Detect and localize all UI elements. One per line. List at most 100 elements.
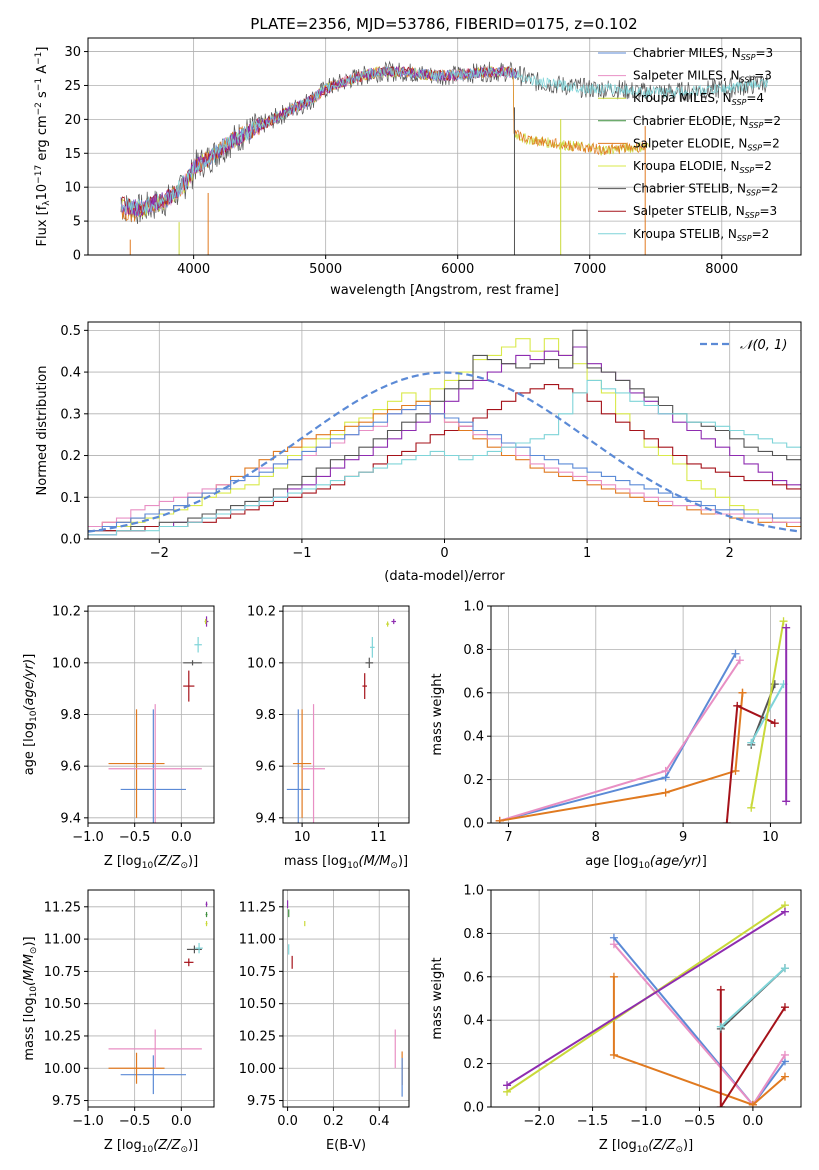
y-tick-label: 9.4 (255, 811, 276, 826)
weight-line-salpeter_miles (499, 659, 741, 822)
y-tick-label: 10.2 (52, 605, 81, 620)
error-point (204, 618, 207, 625)
normal-curve (88, 371, 801, 533)
y-tick-label: 10.75 (44, 965, 81, 980)
y-tick-label: 9.6 (255, 760, 276, 775)
error-point (183, 660, 202, 666)
error-point (184, 958, 194, 967)
weight-marker (495, 816, 504, 823)
y-tick-label: 10.50 (239, 997, 276, 1012)
x-axis-label: Z [log10(Z/Z⊙)] (104, 854, 198, 871)
y-tick-label: 10.0 (52, 656, 81, 671)
weight-marker (503, 1081, 512, 1090)
x-axis-label: Z [log10(Z/Z⊙)] (599, 1138, 693, 1155)
mass_vs_ebv-panel: 0.0 0.2 0.4 9.75 10.00 10.25 10.50 10.75 11.00 11… (239, 889, 410, 1153)
y-tick-label: 10.00 (239, 1062, 276, 1077)
y-tick-label: 1.0 (463, 884, 484, 899)
error-point (108, 704, 202, 823)
error-point (302, 704, 325, 823)
weight-marker (716, 1103, 725, 1107)
weight-marker (747, 738, 756, 747)
spectrum-legend: Chabrier MILES, NSSP=3 Salpeter MILES, NS… (598, 46, 781, 243)
weight-marker (735, 656, 744, 665)
error-point (120, 709, 186, 823)
x-axis-label: wavelength [Angstrom, rest frame] (330, 283, 559, 298)
legend-label: Salpeter STELIB, NSSP=3 (633, 204, 777, 220)
y-tick-label: 0.5 (60, 324, 81, 339)
x-tick-label: 0.2 (323, 1114, 344, 1129)
x-tick-label: −0.5 (684, 1114, 716, 1129)
weight-marker (780, 964, 789, 973)
y-tick-label: 20 (64, 113, 81, 128)
x-axis-label: Z [log10(Z/Z⊙)] (104, 1138, 198, 1155)
axes-frame (87, 889, 215, 1108)
x-axis-label: mass [log10(M/M⊙)] (284, 854, 408, 871)
weight-marker (731, 649, 740, 658)
y-tick-label: 0.6 (463, 970, 484, 985)
x-tick-label: 0.0 (171, 830, 192, 845)
x-tick-label: 7 (504, 830, 512, 845)
weight-marker (716, 1022, 725, 1031)
x-tick-label: 0.0 (743, 1114, 764, 1129)
error-point (362, 673, 367, 699)
y-axis-label: Flux [fλ10−17 erg cm−2 s−1 A−1] (34, 47, 52, 247)
x-tick-label: 0.0 (277, 1114, 298, 1129)
axes-frame (87, 37, 802, 256)
weight-marker (748, 1100, 757, 1107)
y-tick-label: 15 (64, 147, 81, 162)
x-tick-label: −1 (292, 546, 311, 561)
x-tick-label: 2 (726, 546, 734, 561)
y-tick-label: 5 (73, 215, 81, 230)
y-tick-label: 0.8 (463, 927, 484, 942)
weight-marker (716, 985, 725, 994)
x-axis-label: age [log10(age/yr)] (585, 854, 707, 871)
y-tick-label: 9.75 (247, 1094, 276, 1109)
age_vs_mass-plot-area (286, 618, 397, 823)
weight-marker (609, 972, 618, 981)
error-point (108, 1029, 202, 1069)
y-tick-label: 25 (64, 79, 81, 94)
error-point (286, 709, 310, 823)
y-tick-label: 1.0 (463, 600, 484, 615)
legend-label: Kroupa ELODIE, NSSP=2 (633, 159, 772, 175)
legend-label: Kroupa MILES, NSSP=4 (633, 91, 764, 107)
x-tick-label: −1.0 (630, 1114, 662, 1129)
x-tick-label: 11 (370, 830, 387, 845)
x-tick-label: 8 (592, 830, 600, 845)
y-axis-label: Normed distribution (35, 366, 50, 496)
y-tick-label: 9.8 (60, 708, 81, 723)
x-tick-label: −1.0 (72, 1114, 104, 1129)
y-axis-label: mass weight (430, 957, 445, 1039)
error-point (365, 657, 374, 668)
y-tick-label: 0.4 (60, 366, 81, 381)
y-tick-label: 0.2 (60, 449, 81, 464)
x-tick-label: −1.0 (72, 830, 104, 845)
error-point (292, 709, 312, 818)
y-tick-label: 9.6 (60, 760, 81, 775)
weight_vs_z-plot-area (503, 901, 789, 1107)
y-tick-label: 0 (73, 249, 81, 264)
weight-line-kroupa_stelib (720, 967, 786, 1028)
weight_vs_age-panel: 7 8 9 10 0.0 0.2 0.4 0.6 0.8 1.0 age [log10(age/yr… (430, 600, 802, 871)
y-tick-label: 9.8 (255, 708, 276, 723)
x-tick-label: 9 (679, 830, 687, 845)
error-point (386, 621, 390, 627)
legend-label: Salpeter ELODIE, NSSP=2 (633, 136, 780, 152)
x-axis-label: E(B-V) (326, 1138, 366, 1153)
y-tick-label: 0.1 (60, 491, 81, 506)
weight-line-purple (506, 910, 786, 1087)
weight-marker (731, 766, 740, 775)
error-point (108, 709, 165, 818)
axes-frame (282, 889, 410, 1108)
histogram-chabrier_miles (88, 404, 801, 532)
y-tick-label: 0.8 (463, 643, 484, 658)
x-tick-label: −2 (150, 546, 169, 561)
y-axis-label: mass [log10(M/M⊙)] (22, 936, 39, 1060)
y-tick-label: 9.4 (60, 811, 81, 826)
weight-marker (770, 719, 779, 728)
histogram-kroupa_stelib (88, 379, 801, 536)
y-tick-label: 10.2 (247, 605, 276, 620)
legend-label: Chabrier ELODIE, NSSP=2 (633, 114, 781, 130)
y-tick-label: 0.0 (463, 817, 484, 832)
